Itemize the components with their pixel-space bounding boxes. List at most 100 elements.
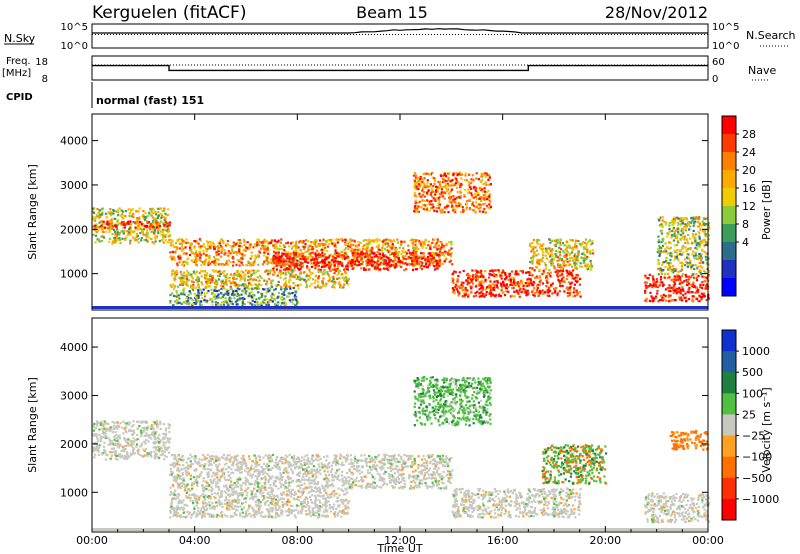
power-cell xyxy=(686,239,689,243)
power-cell xyxy=(227,289,230,292)
power-cell xyxy=(265,291,268,294)
power-cell xyxy=(538,284,541,287)
power-cell xyxy=(422,204,425,207)
power-cell xyxy=(472,201,475,204)
power-cell xyxy=(547,252,550,255)
power-cell xyxy=(550,259,553,262)
power-cell xyxy=(588,239,591,242)
power-cell xyxy=(194,252,197,255)
power-cell xyxy=(237,272,241,275)
power-cell xyxy=(571,259,575,262)
power-cell xyxy=(347,248,350,251)
power-cell xyxy=(179,258,182,261)
power-cell xyxy=(331,268,334,271)
power-cell xyxy=(181,283,184,287)
power-cell xyxy=(288,264,291,267)
power-cell xyxy=(141,231,144,234)
power-cell xyxy=(591,242,594,245)
power-cell xyxy=(235,277,238,280)
power-cell xyxy=(501,274,504,277)
power-cell xyxy=(526,278,529,281)
power-cell xyxy=(495,284,499,287)
power-cell xyxy=(426,172,429,175)
power-cell xyxy=(153,221,156,224)
power-cell xyxy=(206,247,209,250)
power-cell xyxy=(658,246,661,249)
power-cell xyxy=(670,255,673,258)
velocity-cell xyxy=(149,451,152,454)
power-cell xyxy=(232,260,235,264)
power-cell xyxy=(196,299,199,302)
power-cell xyxy=(412,249,415,252)
power-cell xyxy=(472,196,475,199)
power-cell xyxy=(441,186,444,189)
power-cell xyxy=(459,196,462,199)
power-cell xyxy=(425,199,429,202)
power-cell xyxy=(557,279,560,282)
power-cell xyxy=(351,261,354,264)
power-cell xyxy=(234,243,237,246)
power-cell xyxy=(223,270,226,273)
power-cell xyxy=(211,241,214,244)
power-cell xyxy=(355,244,358,247)
power-cell xyxy=(217,270,220,274)
power-cell xyxy=(527,292,530,295)
power-cell xyxy=(99,215,102,218)
power-cell xyxy=(668,230,671,233)
power-cell xyxy=(412,240,415,243)
power-cell xyxy=(685,218,688,221)
power-cell xyxy=(443,250,447,253)
power-cell xyxy=(685,249,689,252)
power-cell xyxy=(427,244,430,247)
power-cell xyxy=(435,259,438,262)
power-cell xyxy=(568,245,571,248)
power-cell xyxy=(248,292,251,295)
power-cell xyxy=(325,282,328,285)
power-cell xyxy=(285,288,288,291)
power-cell xyxy=(240,297,243,300)
power-cell xyxy=(341,273,344,276)
power-cell xyxy=(189,292,192,295)
power-cell xyxy=(338,253,341,256)
power-cell xyxy=(356,245,359,248)
power-cell xyxy=(433,268,437,271)
power-cell xyxy=(169,299,172,303)
power-cell xyxy=(186,241,189,244)
power-cell xyxy=(164,235,167,238)
power-cell xyxy=(196,253,199,256)
power-cell xyxy=(317,270,320,273)
power-cell xyxy=(306,265,309,268)
power-cell xyxy=(497,269,500,272)
power-cell xyxy=(644,289,647,292)
power-cell xyxy=(669,299,672,302)
power-cell xyxy=(296,267,300,270)
power-cell xyxy=(702,238,705,241)
power-cell xyxy=(436,267,439,270)
power-cell xyxy=(660,240,663,244)
power-cell xyxy=(706,277,709,280)
power-cell xyxy=(680,269,683,272)
power-cell xyxy=(480,175,483,178)
power-cell xyxy=(518,283,521,286)
power-cell xyxy=(438,192,441,195)
power-cell xyxy=(571,239,574,242)
power-cell xyxy=(345,281,349,285)
velocity-cell xyxy=(132,429,135,432)
velocity-cell xyxy=(136,433,139,437)
power-cell xyxy=(447,253,450,256)
power-cell xyxy=(240,245,243,248)
power-cell xyxy=(231,245,234,248)
power-cell xyxy=(291,298,294,301)
power-cell xyxy=(695,244,698,247)
power-cell xyxy=(547,286,551,289)
velocity-cell xyxy=(133,431,136,434)
velocity-cell xyxy=(145,438,148,442)
power-cell xyxy=(240,257,243,260)
power-cell xyxy=(217,248,220,251)
power-cell xyxy=(542,256,545,259)
power-cell xyxy=(310,258,313,261)
power-cell xyxy=(267,303,270,306)
power-cell xyxy=(657,249,660,252)
velocity-cell xyxy=(104,429,107,432)
velocity-cell xyxy=(130,429,133,432)
